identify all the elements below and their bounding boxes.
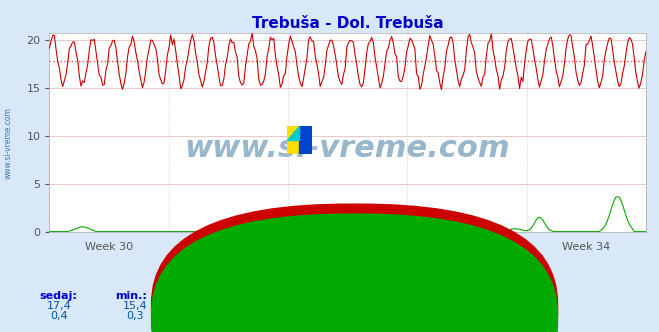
Text: temperatura[C]: temperatura[C] [366,301,453,311]
Text: min.:: min.: [115,291,147,301]
Text: 15,4: 15,4 [123,301,148,311]
Text: 0,4: 0,4 [51,311,68,321]
Text: 3,7: 3,7 [272,311,289,321]
Text: Trebuša - Dol. Trebuša: Trebuša - Dol. Trebuša [366,291,505,301]
Text: 0,3: 0,3 [127,311,144,321]
Text: Slovenija / reke in morje.: Slovenija / reke in morje. [265,253,394,263]
Bar [299,126,312,154]
Text: sedaj:: sedaj: [40,291,77,301]
Text: 17,4: 17,4 [47,301,72,311]
Text: www.si-vreme.com: www.si-vreme.com [185,134,511,163]
Text: 0,5: 0,5 [199,311,216,321]
Text: maks.:: maks.: [260,291,302,301]
Text: povpr.:: povpr.: [188,291,231,301]
Text: Meritve: povprečne  Enote: metrične  Črta: minmum: Meritve: povprečne Enote: metrične Črta:… [193,271,466,283]
Bar [287,126,299,154]
Text: www.si-vreme.com: www.si-vreme.com [3,107,13,179]
Title: Trebuša - Dol. Trebuša: Trebuša - Dol. Trebuša [252,16,444,31]
Text: 20,7: 20,7 [268,301,293,311]
Text: pretok[m3/s]: pretok[m3/s] [366,311,438,321]
Text: 17,8: 17,8 [195,301,220,311]
Text: zadnji mesec / 2 uri.: zadnji mesec / 2 uri. [277,263,382,273]
Polygon shape [287,126,299,140]
